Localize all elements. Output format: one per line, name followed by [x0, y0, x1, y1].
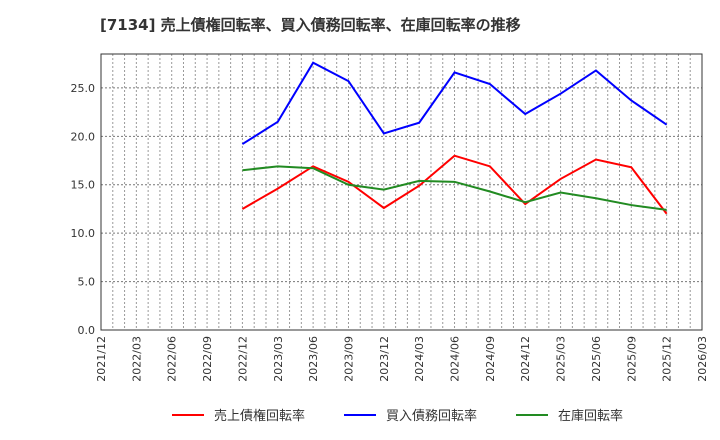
x-tick-label: 2022/09: [201, 336, 214, 382]
x-tick-label: 2025/12: [661, 336, 674, 382]
x-tick-label: 2025/03: [555, 336, 568, 382]
x-tick-label: 2021/12: [95, 336, 108, 382]
x-tick-label: 2023/06: [307, 336, 320, 382]
x-tick-label: 2023/03: [272, 336, 285, 382]
x-tick-label: 2022/12: [236, 336, 249, 382]
x-tick-label: 2024/12: [519, 336, 532, 382]
x-tick-label: 2022/06: [166, 336, 179, 382]
y-tick-label: 10.0: [71, 227, 96, 240]
chart-title: [7134] 売上債権回転率、買入債務回転率、在庫回転率の推移: [100, 16, 521, 34]
x-tick-label: 2022/03: [130, 336, 143, 382]
x-tick-label: 2024/09: [484, 336, 497, 382]
x-tick-label: 2024/03: [413, 336, 426, 382]
legend-label: 在庫回転率: [558, 408, 623, 424]
y-tick-label: 25.0: [71, 82, 96, 95]
x-tick-label: 2023/12: [378, 336, 391, 382]
y-tick-label: 20.0: [71, 130, 96, 143]
x-tick-label: 2024/06: [449, 336, 462, 382]
y-tick-label: 0.0: [78, 324, 96, 337]
x-tick-label: 2023/09: [342, 336, 355, 382]
x-tick-label: 2025/09: [625, 336, 638, 382]
x-tick-label: 2025/06: [590, 336, 603, 382]
legend-label: 売上債権回転率: [214, 408, 305, 424]
plot-frame: [100, 53, 703, 331]
x-tick-label: 2026/03: [696, 336, 709, 382]
y-tick-label: 5.0: [78, 276, 96, 289]
legend-label: 買入債務回転率: [386, 408, 477, 424]
y-tick-label: 15.0: [71, 179, 96, 192]
